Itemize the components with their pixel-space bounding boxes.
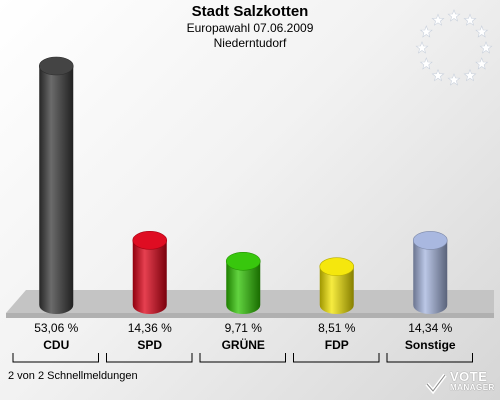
category-label: Sonstige [405,338,456,352]
value-label: 14,34 % [408,321,452,335]
report-status: 2 von 2 Schnellmeldungen [8,370,138,382]
chart-header: Stadt Salzkotten Europawahl 07.06.2009 N… [0,3,500,51]
logo-text: VOTE [450,369,488,384]
eu-star [479,41,493,54]
eu-star [463,68,477,82]
eu-star [475,57,489,70]
eu-star [475,25,489,38]
eu-star [415,41,429,54]
bar-fdp [319,257,355,314]
eu-star [419,57,433,70]
eu-star [431,68,445,82]
eu-star [447,9,461,22]
category-label: CDU [43,338,69,352]
category-bracket [199,353,286,363]
chart-title: Stadt Salzkotten [191,3,309,20]
bar-cdu [38,56,74,314]
category-label: GRÜNE [222,337,265,352]
checkmark-icon [425,373,447,395]
chart-floor-edge [6,313,494,318]
chart-location: Niederntudorf [213,36,287,50]
vote-manager-logo: VOTE MANAGER [422,369,494,397]
category-label: FDP [325,338,349,352]
eu-star [463,13,477,26]
eu-star [447,73,461,86]
value-label: 14,36 % [128,321,172,335]
category-label: SPD [137,338,162,352]
value-label: 9,71 % [225,321,263,335]
bar-grne [225,251,261,314]
chart-subtitle: Europawahl 07.06.2009 [186,21,314,35]
category-bracket [386,353,473,363]
category-bracket [106,353,193,363]
bar-spd [132,231,168,314]
eu-star [431,13,445,26]
bar-sonstige [412,231,448,314]
value-label: 53,06 % [34,321,78,335]
value-label: 8,51 % [318,321,356,335]
category-bracket [293,353,380,363]
category-bracket [12,353,99,363]
eu-stars-icon [415,9,493,86]
eu-star [419,25,433,38]
logo-subtext: MANAGER [450,383,495,392]
